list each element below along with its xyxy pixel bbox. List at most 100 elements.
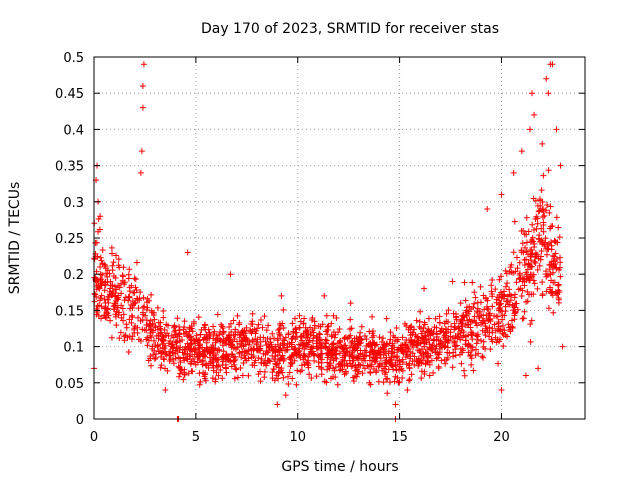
data-point bbox=[128, 319, 135, 326]
data-point bbox=[521, 282, 528, 289]
data-point bbox=[462, 309, 469, 316]
data-point bbox=[489, 293, 496, 300]
data-point bbox=[192, 361, 199, 368]
data-point bbox=[315, 359, 322, 366]
data-point bbox=[413, 317, 420, 324]
data-point bbox=[411, 361, 418, 368]
data-point bbox=[274, 360, 281, 367]
data-point bbox=[154, 342, 161, 349]
data-point bbox=[433, 343, 440, 350]
data-point bbox=[276, 347, 283, 354]
chart-title: Day 170 of 2023, SRMTID for receiver sta… bbox=[201, 21, 499, 37]
data-point bbox=[469, 279, 476, 286]
data-point bbox=[496, 336, 503, 343]
data-point bbox=[540, 228, 547, 235]
data-point bbox=[544, 272, 551, 279]
data-point bbox=[335, 329, 341, 336]
data-point bbox=[304, 327, 311, 334]
data-point bbox=[508, 317, 515, 324]
data-point bbox=[479, 353, 486, 360]
data-point bbox=[536, 207, 543, 214]
data-point bbox=[215, 372, 222, 379]
data-point bbox=[348, 363, 355, 370]
data-point bbox=[240, 360, 247, 367]
data-point bbox=[394, 346, 401, 353]
data-point bbox=[232, 365, 239, 372]
data-point bbox=[306, 371, 313, 378]
data-point bbox=[356, 353, 363, 360]
data-point bbox=[190, 320, 197, 327]
data-point bbox=[317, 336, 324, 343]
data-point bbox=[137, 337, 144, 344]
data-point bbox=[285, 381, 292, 388]
y-tick-label: 0.05 bbox=[55, 377, 84, 392]
data-point bbox=[125, 271, 132, 278]
data-point bbox=[132, 284, 139, 291]
data-point bbox=[207, 360, 214, 367]
data-point bbox=[494, 294, 501, 301]
data-point bbox=[258, 359, 265, 366]
data-point bbox=[523, 239, 530, 246]
data-point bbox=[102, 299, 109, 306]
data-point bbox=[433, 355, 440, 362]
data-point bbox=[193, 332, 200, 339]
data-point bbox=[417, 349, 424, 356]
data-point bbox=[197, 331, 204, 338]
data-point bbox=[214, 335, 221, 342]
data-point bbox=[188, 337, 195, 344]
data-point bbox=[154, 304, 161, 311]
x-tick-label: 20 bbox=[493, 430, 510, 445]
data-point bbox=[366, 353, 373, 360]
data-point bbox=[196, 370, 203, 377]
data-point bbox=[98, 303, 105, 310]
data-point bbox=[527, 247, 534, 254]
data-point bbox=[496, 301, 503, 308]
data-point bbox=[101, 261, 108, 268]
data-point bbox=[329, 352, 336, 359]
data-point bbox=[358, 323, 365, 330]
data-point bbox=[447, 333, 454, 340]
data-point bbox=[94, 253, 101, 260]
data-point bbox=[119, 277, 126, 284]
data-point bbox=[179, 346, 186, 353]
data-point bbox=[484, 315, 491, 322]
data-point bbox=[514, 265, 521, 272]
data-point bbox=[289, 320, 296, 327]
data-point bbox=[538, 237, 545, 244]
data-point bbox=[149, 343, 156, 350]
data-point bbox=[202, 362, 209, 369]
data-point bbox=[531, 253, 538, 260]
data-point bbox=[236, 350, 243, 357]
data-point bbox=[116, 309, 123, 316]
data-point bbox=[438, 357, 445, 364]
data-point bbox=[495, 320, 502, 327]
data-point bbox=[433, 331, 440, 338]
data-point bbox=[231, 357, 238, 364]
data-point bbox=[408, 323, 415, 330]
data-point bbox=[311, 351, 318, 358]
data-point bbox=[441, 356, 448, 363]
data-point bbox=[102, 281, 109, 288]
data-point bbox=[296, 341, 303, 348]
data-point bbox=[485, 312, 492, 319]
data-point bbox=[322, 343, 329, 350]
data-point bbox=[242, 355, 249, 362]
y-axis-label: SRMTID / TECUs bbox=[7, 182, 23, 295]
data-point bbox=[421, 321, 428, 328]
data-point bbox=[129, 314, 136, 321]
data-point bbox=[527, 338, 534, 345]
data-point bbox=[390, 332, 397, 339]
data-point bbox=[399, 356, 406, 363]
data-point bbox=[547, 203, 554, 210]
data-point bbox=[460, 312, 467, 319]
data-point bbox=[436, 319, 443, 326]
data-point bbox=[143, 336, 150, 343]
data-point bbox=[176, 355, 183, 362]
data-point bbox=[545, 90, 552, 97]
data-point bbox=[347, 316, 354, 323]
data-point bbox=[324, 326, 331, 333]
data-point bbox=[152, 354, 159, 361]
data-point bbox=[538, 187, 545, 194]
data-point bbox=[471, 317, 478, 324]
data-point bbox=[431, 336, 438, 343]
